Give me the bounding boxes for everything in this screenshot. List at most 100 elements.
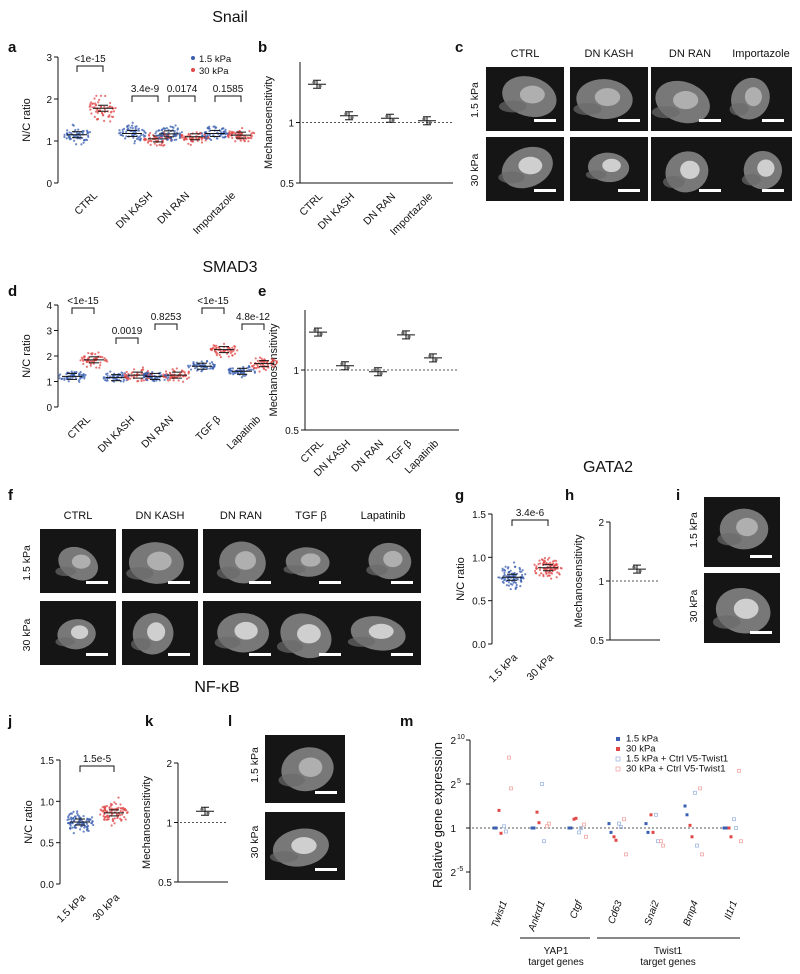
data-point xyxy=(539,562,542,565)
data-point xyxy=(552,568,555,571)
data-point xyxy=(123,373,126,376)
cell-nucleus xyxy=(383,550,403,568)
x-tick-label-m: Ankrd1 xyxy=(526,899,548,933)
data-point xyxy=(162,144,165,147)
data-point xyxy=(109,370,112,373)
data-point xyxy=(102,377,105,380)
data-point xyxy=(187,372,190,375)
data-point xyxy=(233,352,237,355)
data-point xyxy=(170,139,173,143)
data-point xyxy=(263,360,266,364)
data-point xyxy=(103,105,106,108)
data-point xyxy=(85,822,89,825)
data-point xyxy=(229,349,232,352)
data-point xyxy=(178,134,182,137)
data-point xyxy=(227,133,230,137)
data-point xyxy=(220,127,224,130)
data-point xyxy=(95,104,98,107)
data-point xyxy=(214,350,218,353)
data-point-e xyxy=(319,332,323,336)
data-point xyxy=(113,822,116,825)
legend-marker-m xyxy=(616,747,620,751)
data-point-e xyxy=(346,366,350,370)
p-value-label-a: 3.4e-9 xyxy=(131,84,160,95)
data-point xyxy=(228,369,231,372)
data-point xyxy=(250,132,253,135)
data-point xyxy=(259,363,262,366)
data-point xyxy=(260,357,263,360)
data-point xyxy=(154,132,157,135)
data-point xyxy=(99,808,102,811)
data-point-m xyxy=(722,826,726,830)
cell-process xyxy=(276,640,304,653)
data-point xyxy=(151,371,154,374)
data-point xyxy=(86,824,90,828)
data-point xyxy=(553,564,556,568)
data-point xyxy=(143,138,146,141)
data-point xyxy=(274,363,277,367)
data-point xyxy=(102,815,105,818)
data-point-m xyxy=(739,839,743,844)
data-point xyxy=(76,810,79,813)
scale-bar xyxy=(315,868,337,871)
cell-nucleus xyxy=(518,156,543,175)
data-point xyxy=(174,124,177,127)
data-point-m xyxy=(574,816,578,820)
y-tick-exponent-m: -5 xyxy=(457,866,463,873)
y-tick-label-a: 0 xyxy=(46,179,52,190)
data-point-m xyxy=(685,813,689,817)
data-point xyxy=(258,370,261,373)
data-point-m xyxy=(577,830,581,835)
data-point xyxy=(181,134,184,137)
data-point xyxy=(106,372,109,375)
data-point xyxy=(232,373,235,376)
data-point xyxy=(69,816,73,819)
data-point xyxy=(66,822,70,825)
column-label-f: CTRL xyxy=(64,510,93,522)
data-point xyxy=(114,377,117,380)
data-point xyxy=(518,566,521,570)
scatter-points-d-high xyxy=(209,342,239,359)
data-point xyxy=(164,376,168,379)
data-point xyxy=(96,117,100,121)
data-point xyxy=(212,367,215,370)
data-point-m xyxy=(492,826,496,830)
y-tick-exponent-m: 10 xyxy=(457,734,465,741)
data-point xyxy=(77,815,81,818)
cell-process xyxy=(55,637,75,647)
p-value-label-a: 0.0174 xyxy=(167,84,198,95)
data-point xyxy=(251,365,254,368)
y-tick-label-g: 0.5 xyxy=(472,597,486,608)
data-point xyxy=(137,127,140,130)
data-point xyxy=(538,574,541,577)
data-point xyxy=(227,355,230,358)
y-tick-label-e: 0.5 xyxy=(285,426,299,437)
data-point xyxy=(114,802,118,805)
micrograph-l xyxy=(265,735,345,803)
data-point xyxy=(214,126,218,129)
data-point xyxy=(123,816,126,819)
data-point xyxy=(155,130,158,133)
data-point xyxy=(169,136,172,140)
y-axis-title-j: N/C ratio xyxy=(23,800,35,843)
scale-bar xyxy=(762,119,784,122)
data-point-m xyxy=(659,839,663,844)
data-point xyxy=(195,366,198,369)
cell-process xyxy=(585,170,607,180)
data-point xyxy=(507,581,511,584)
data-point-e xyxy=(407,335,411,339)
data-point xyxy=(535,566,538,570)
data-point xyxy=(249,368,253,371)
data-point-m xyxy=(540,782,544,786)
data-point xyxy=(215,137,218,140)
data-point xyxy=(67,380,70,383)
p-value-label-a: <1e-15 xyxy=(74,54,106,65)
data-point xyxy=(141,366,145,369)
data-point xyxy=(533,563,536,566)
data-point-m xyxy=(646,830,650,834)
significance-bracket-g xyxy=(511,519,549,526)
data-point xyxy=(127,372,130,376)
cell-process xyxy=(712,615,741,629)
data-point xyxy=(172,369,175,372)
data-point xyxy=(114,807,117,810)
